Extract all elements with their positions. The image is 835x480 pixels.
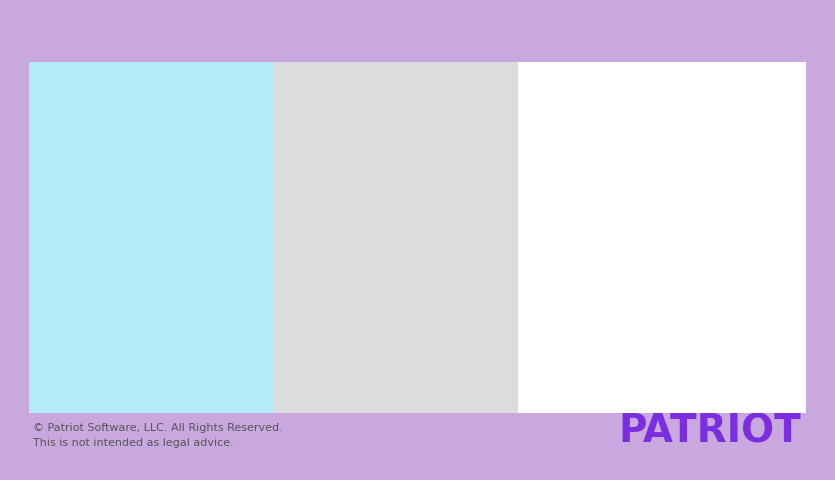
Text: PATRIOT: PATRIOT — [619, 412, 802, 450]
Text: DECREASED BY: DECREASED BY — [571, 80, 753, 104]
Text: © Patriot Software, LLC. All Rights Reserved.: © Patriot Software, LLC. All Rights Rese… — [33, 423, 283, 433]
Text: Revenue: Revenue — [94, 371, 209, 396]
Text: Credit: Credit — [622, 137, 701, 163]
Text: Equity: Equity — [109, 312, 193, 338]
Text: Expenses: Expenses — [89, 195, 215, 221]
Text: Debit: Debit — [361, 137, 432, 163]
Text: Credit: Credit — [357, 254, 436, 280]
Text: Credit: Credit — [357, 312, 436, 338]
Text: Debit: Debit — [626, 312, 697, 338]
Text: Debit: Debit — [626, 254, 697, 280]
Text: Liabilities: Liabilities — [89, 254, 214, 280]
Text: Debit: Debit — [361, 195, 432, 221]
Text: Credit: Credit — [357, 371, 436, 396]
Text: This is not intended as legal advice.: This is not intended as legal advice. — [33, 438, 234, 448]
Text: Assets: Assets — [109, 137, 195, 163]
Text: Debit: Debit — [626, 371, 697, 396]
Text: Credit: Credit — [622, 195, 701, 221]
Text: INCREASED BY: INCREASED BY — [309, 80, 483, 104]
Text: ACCOUNT: ACCOUNT — [93, 80, 210, 104]
